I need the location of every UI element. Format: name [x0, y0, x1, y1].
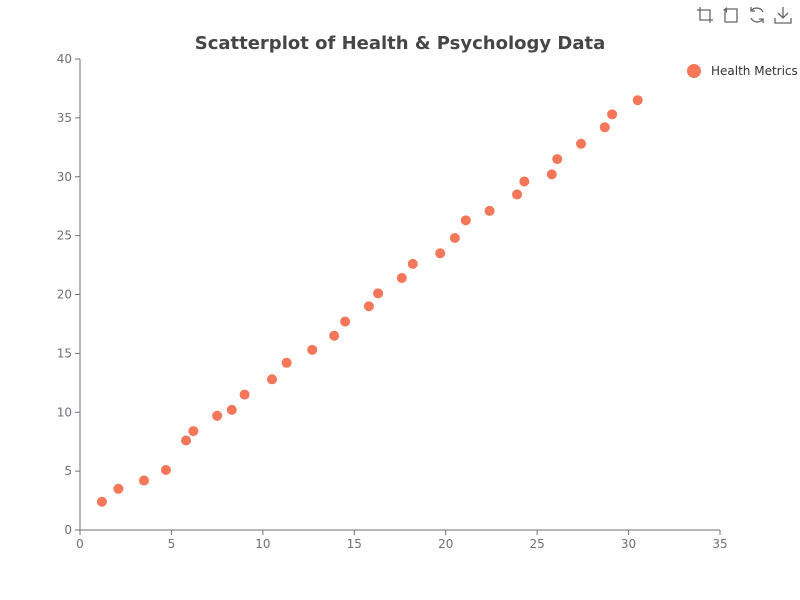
zoom-reset-icon[interactable] — [722, 6, 740, 24]
scatter-point[interactable] — [340, 316, 351, 327]
scatter-point[interactable] — [329, 330, 340, 341]
chart-axes: 0 5 10 15 20 25 30 35 40 0 5 10 15 20 25 30 35 — [57, 52, 728, 551]
scatter-point[interactable] — [512, 189, 523, 200]
x-tick-label: 20 — [438, 537, 453, 551]
scatter-point[interactable] — [407, 258, 418, 269]
scatter-point[interactable] — [239, 389, 250, 400]
scatter-point[interactable] — [435, 248, 446, 259]
scatter-point[interactable] — [267, 374, 277, 385]
download-icon[interactable] — [774, 6, 792, 24]
chart-toolbox — [696, 6, 792, 24]
x-tick-label: 5 — [168, 537, 176, 551]
scatter-point[interactable] — [181, 435, 192, 446]
x-tick-label: 0 — [76, 537, 84, 551]
y-tick-label: 0 — [64, 523, 72, 537]
scatter-point[interactable] — [188, 426, 199, 437]
scatter-point[interactable] — [113, 483, 124, 494]
scatter-point[interactable] — [484, 205, 495, 216]
legend-label[interactable]: Health Metrics — [711, 64, 798, 78]
y-tick-label: 15 — [57, 346, 72, 360]
chart-legend[interactable]: Health Metrics — [687, 64, 798, 78]
scatter-point[interactable] — [307, 344, 318, 355]
scatter-point[interactable] — [160, 464, 171, 475]
scatter-point[interactable] — [546, 169, 557, 180]
scatter-point[interactable] — [96, 496, 107, 507]
x-tick-label: 30 — [621, 537, 636, 551]
scatter-point[interactable] — [607, 109, 618, 120]
legend-marker[interactable] — [687, 64, 701, 78]
y-tick-label: 35 — [57, 111, 72, 125]
restore-icon[interactable] — [748, 6, 766, 24]
scatter-point[interactable] — [363, 301, 374, 312]
y-tick-label: 5 — [64, 464, 72, 478]
scatter-point[interactable] — [281, 357, 292, 368]
zoom-select-icon[interactable] — [696, 6, 714, 24]
x-tick-label: 35 — [712, 537, 727, 551]
chart-title: Scatterplot of Health & Psychology Data — [195, 33, 606, 54]
x-tick-label: 25 — [530, 537, 545, 551]
scatter-point[interactable] — [599, 122, 610, 133]
y-tick-label: 40 — [57, 52, 72, 66]
y-tick-label: 10 — [57, 405, 72, 419]
y-tick-label: 30 — [57, 170, 72, 184]
scatter-point[interactable] — [576, 138, 587, 149]
scatter-point[interactable] — [460, 215, 471, 226]
x-tick-label: 10 — [255, 537, 270, 551]
scatter-point[interactable] — [396, 273, 407, 284]
y-tick-label: 20 — [57, 288, 72, 302]
scatter-point[interactable] — [519, 176, 530, 187]
scatter-point[interactable] — [226, 404, 237, 415]
scatter-point[interactable] — [373, 288, 384, 299]
scatter-point[interactable] — [212, 410, 223, 421]
chart-points — [96, 95, 643, 507]
y-tick-label: 25 — [57, 229, 72, 243]
x-tick-label: 15 — [347, 537, 362, 551]
scatter-point[interactable] — [632, 95, 643, 106]
scatter-point[interactable] — [449, 232, 460, 243]
scatter-point[interactable] — [552, 154, 563, 165]
scatter-point[interactable] — [139, 475, 149, 486]
